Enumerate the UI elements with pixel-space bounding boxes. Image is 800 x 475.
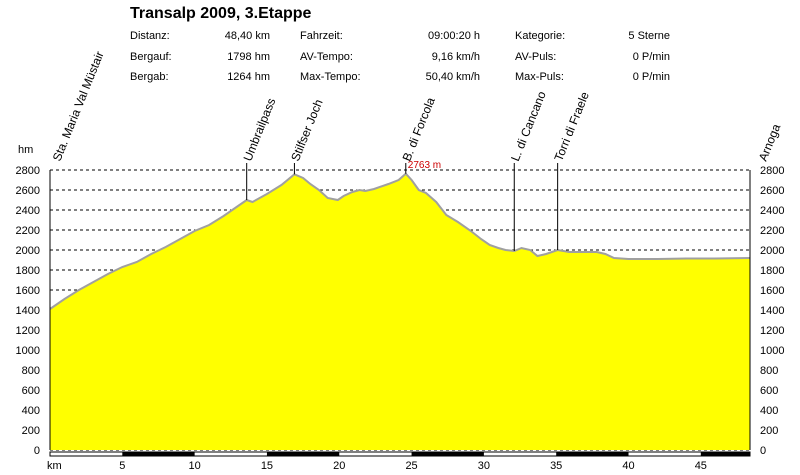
waypoint-label: Arnoga [756,122,784,163]
y-tick-label-right: 2000 [760,245,784,257]
stat-value-kategorie: 5 Sterne [628,30,670,42]
x-tick-label: 45 [695,460,707,472]
x-axis-segment [266,452,340,456]
y-tick-label-left: 1600 [16,285,40,297]
y-tick-label-left: 1800 [16,265,40,277]
stat-value-av-tempo: 9,16 km/h [431,51,480,63]
y-tick-label-right: 2200 [760,225,784,237]
waypoint-label: Sta. Maria Val Müstair [50,49,107,163]
y-tick-label-right: 1200 [760,325,784,337]
y-tick-label-left: 2600 [16,185,40,197]
y-tick-label-right: 2600 [760,185,784,197]
stat-value-fahrzeit: 09:00:20 h [428,30,480,42]
y-tick-label-left: 200 [22,425,40,437]
elevation-area [50,173,750,450]
y-tick-label-left: 1000 [16,345,40,357]
waypoint-label: B. di Forcola [400,95,438,163]
stat-value-distanz: 48,40 km [224,30,270,42]
max-elevation-label: 2763 m [408,160,441,171]
x-axis-segment [556,452,629,456]
y-tick-label-left: 0 [34,445,40,457]
y-tick-label-right: 200 [760,425,778,437]
x-tick-label: 10 [189,460,201,472]
y-tick-label-right: 1800 [760,265,784,277]
stat-label-distanz: Distanz: [130,30,170,42]
x-tick-label: 40 [622,460,634,472]
y-tick-label-right: 2400 [760,205,784,217]
y-tick-label-left: 1200 [16,325,40,337]
stat-label-bergab: Bergab: [130,71,169,83]
y-tick-label-right: 400 [760,405,778,417]
stat-label-bergauf: Bergauf: [130,51,172,63]
stat-value-max-puls: 0 P/min [632,71,670,83]
y-tick-label-right: 800 [760,365,778,377]
x-axis-label: km [47,460,62,472]
x-tick-label: 15 [261,460,273,472]
y-tick-label-right: 1000 [760,345,784,357]
stat-value-max-tempo: 50,40 km/h [425,71,480,83]
y-tick-label-left: 600 [22,385,40,397]
stat-label-av-puls: AV-Puls: [515,51,557,63]
waypoint-label: L. di Cancano [508,89,549,163]
x-tick-label: 5 [119,460,125,472]
chart-title: Transalp 2009, 3.Etappe [130,5,312,22]
stat-value-bergab: 1264 hm [227,71,270,83]
stat-value-bergauf: 1798 hm [227,51,270,63]
x-axis-segment [700,452,750,456]
stat-label-max-puls: Max-Puls: [515,71,564,83]
x-tick-label: 30 [478,460,490,472]
waypoint-label: Stilfser Joch [288,97,325,163]
y-tick-label-left: 400 [22,405,40,417]
stat-value-av-puls: 0 P/min [632,51,670,63]
y-tick-label-left: 2400 [16,205,40,217]
x-tick-label: 20 [333,460,345,472]
stat-label-av-tempo: AV-Tempo: [300,51,353,63]
y-tick-label-right: 0 [760,445,766,457]
y-tick-label-left: 2200 [16,225,40,237]
y-axis-label: hm [18,144,33,156]
y-tick-label-left: 2000 [16,245,40,257]
y-tick-label-left: 1400 [16,305,40,317]
stat-label-kategorie: Kategorie: [515,30,566,42]
x-axis-segment [122,452,195,456]
stat-label-max-tempo: Max-Tempo: [300,71,361,83]
waypoint-label: Umbrailpass [240,96,278,163]
y-tick-label-left: 800 [22,365,40,377]
x-tick-label: 25 [405,460,417,472]
y-tick-label-right: 600 [760,385,778,397]
y-tick-label-left: 2800 [16,165,40,177]
y-tick-label-right: 1400 [760,305,784,317]
stat-label-fahrzeit: Fahrzeit: [300,30,343,42]
y-tick-label-right: 1600 [760,285,784,297]
y-tick-label-right: 2800 [760,165,784,177]
x-tick-label: 35 [550,460,562,472]
elevation-line [49,172,751,310]
x-axis-segment [411,452,484,456]
waypoint-label: Torri di Fraele [551,90,592,164]
